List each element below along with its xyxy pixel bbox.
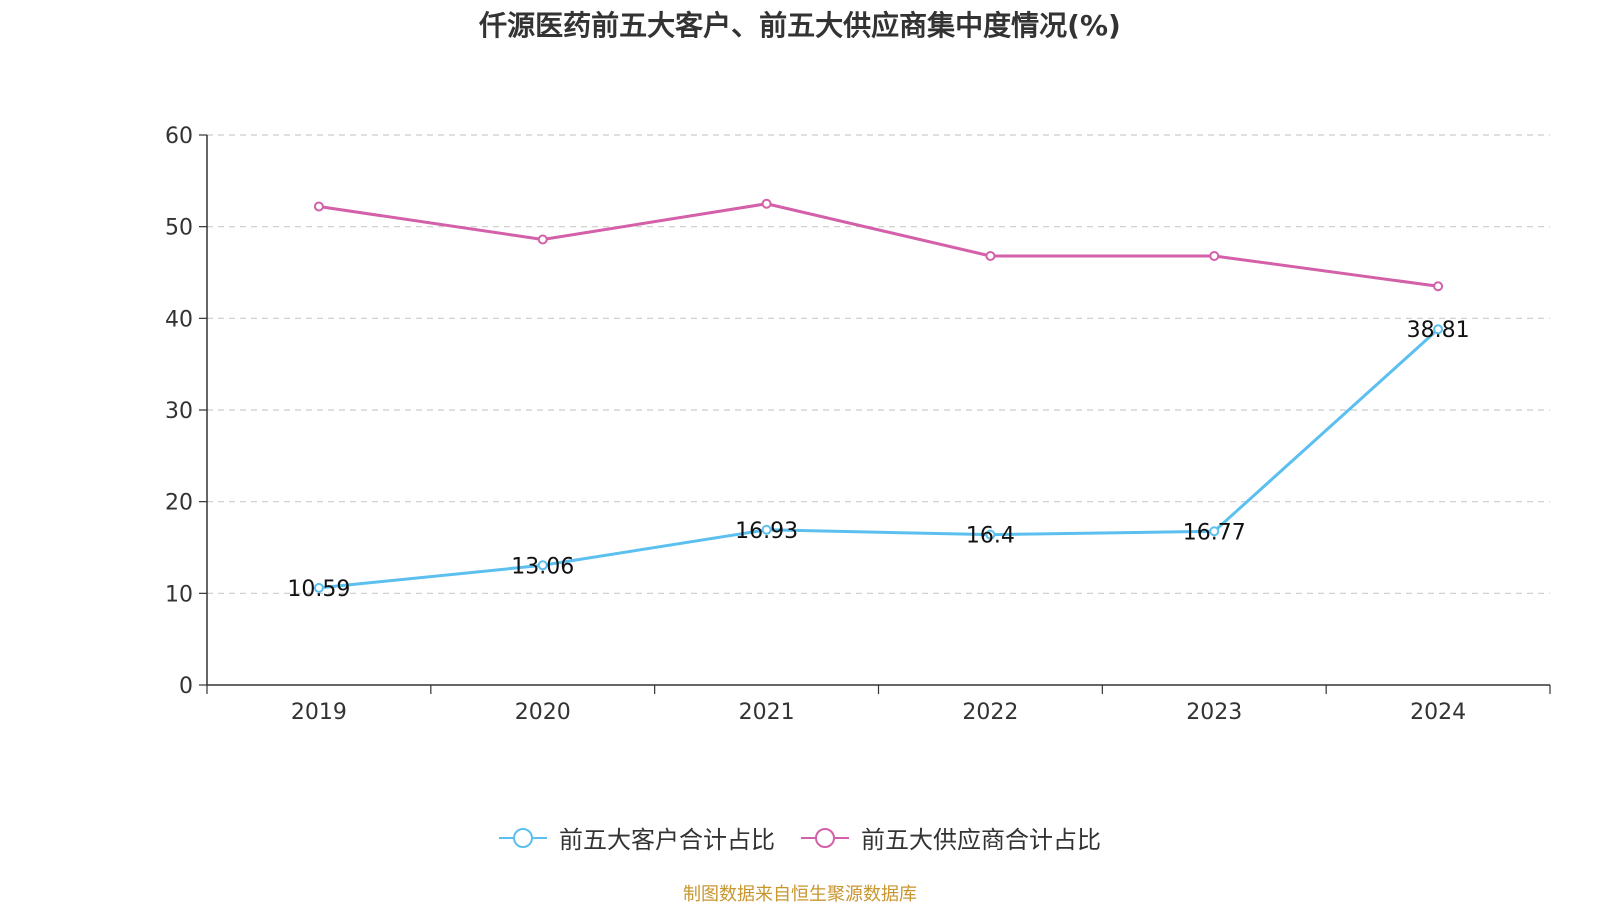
data-point [1209, 251, 1220, 261]
legend-marker-customers-icon [499, 827, 547, 848]
legend-label-customers: 前五大客户合计占比 [559, 826, 775, 854]
data-label: 10.59 [287, 577, 350, 602]
y-tick-label: 10 [165, 582, 193, 607]
data-point [761, 524, 772, 535]
data-point [537, 234, 548, 245]
data-label: 13.06 [511, 554, 574, 579]
x-tick-label: 2020 [515, 700, 571, 725]
y-tick-label: 20 [165, 491, 193, 516]
legend-item-customers[interactable]: 前五大客户合计占比 [499, 820, 775, 855]
legend-item-suppliers[interactable]: 前五大供应商合计占比 [801, 820, 1101, 855]
data-point [1433, 324, 1444, 335]
legend-marker-suppliers-icon [801, 827, 849, 848]
data-label: 16.93 [735, 519, 798, 544]
data-point [313, 582, 324, 593]
data-point [985, 529, 996, 540]
y-tick-label: 60 [165, 124, 193, 149]
y-tick-label: 50 [165, 216, 193, 241]
x-tick-label: 2023 [1186, 700, 1242, 725]
data-label: 38.81 [1407, 318, 1470, 343]
series-line-0 [318, 328, 1440, 590]
y-tick-label: 30 [165, 399, 193, 424]
data-point [313, 201, 324, 212]
data-point [1209, 526, 1220, 537]
data-point [537, 560, 548, 571]
x-tick-label: 2019 [291, 700, 347, 725]
legend-label-suppliers: 前五大供应商合计占比 [861, 826, 1101, 854]
data-point [985, 251, 996, 261]
data-label: 16.77 [1183, 520, 1246, 545]
data-source-note: 制图数据来自恒生聚源数据库 [683, 884, 917, 905]
chart-title: 仟源医药前五大客户、前五大供应商集中度情况(%) [479, 9, 1121, 42]
x-tick-label: 2024 [1410, 700, 1466, 725]
data-point [1433, 281, 1444, 292]
y-tick-label: 40 [165, 307, 193, 332]
y-tick-label: 0 [179, 674, 193, 699]
data-label: 16.4 [966, 524, 1015, 549]
legend: 前五大客户合计占比 前五大供应商合计占比 [0, 820, 1600, 855]
data-point [761, 198, 772, 209]
x-tick-label: 2021 [739, 700, 795, 725]
x-tick-label: 2022 [962, 700, 1018, 725]
series-line-1 [318, 202, 1439, 288]
